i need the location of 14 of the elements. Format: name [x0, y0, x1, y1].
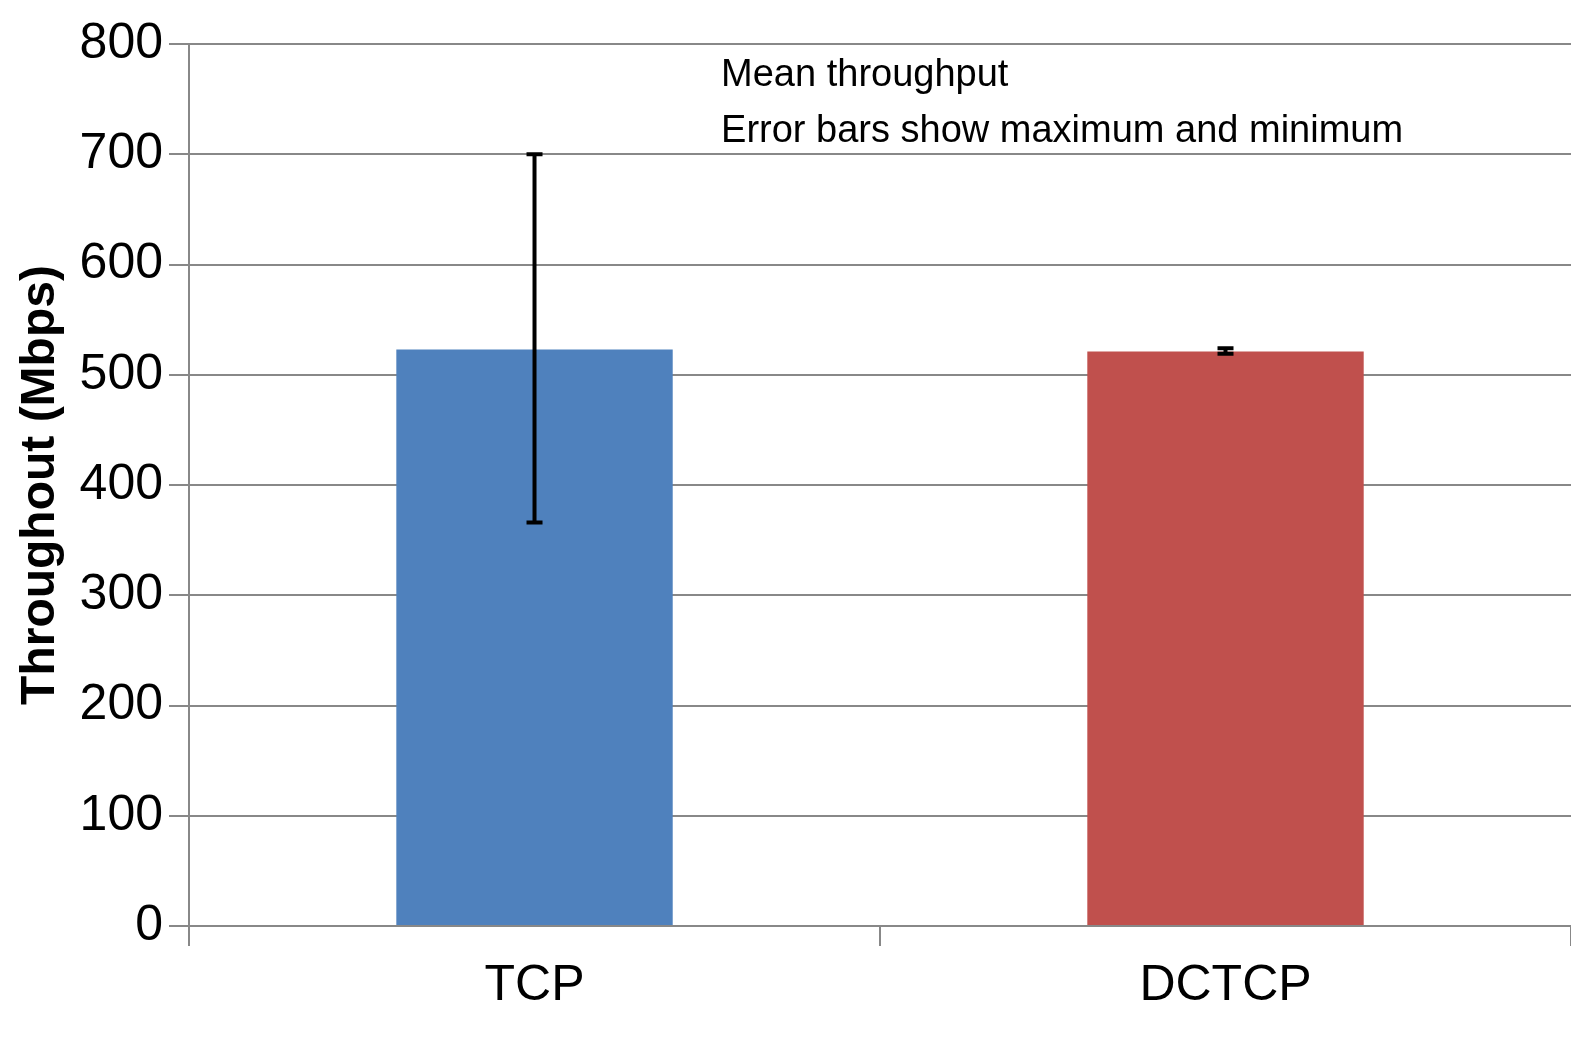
y-axis-title: Throughout (Mbps): [11, 265, 65, 705]
annotation: Mean throughput: [721, 52, 1009, 95]
x-tick-label: DCTCP: [1139, 954, 1312, 1011]
y-tick-label: 100: [79, 784, 164, 841]
annotation: Error bars show maximum and minimum: [721, 108, 1404, 151]
x-tick-label: TCP: [484, 954, 585, 1011]
y-tick-label: 400: [79, 453, 164, 510]
y-tick-label: 800: [79, 12, 164, 69]
y-tick-label: 300: [79, 564, 164, 621]
y-tick-label: 500: [79, 343, 164, 400]
y-tick-label: 200: [79, 674, 164, 731]
y-tick-label: 700: [79, 123, 164, 180]
y-tick-label: 0: [135, 894, 164, 951]
y-tick-label: 600: [79, 233, 164, 290]
